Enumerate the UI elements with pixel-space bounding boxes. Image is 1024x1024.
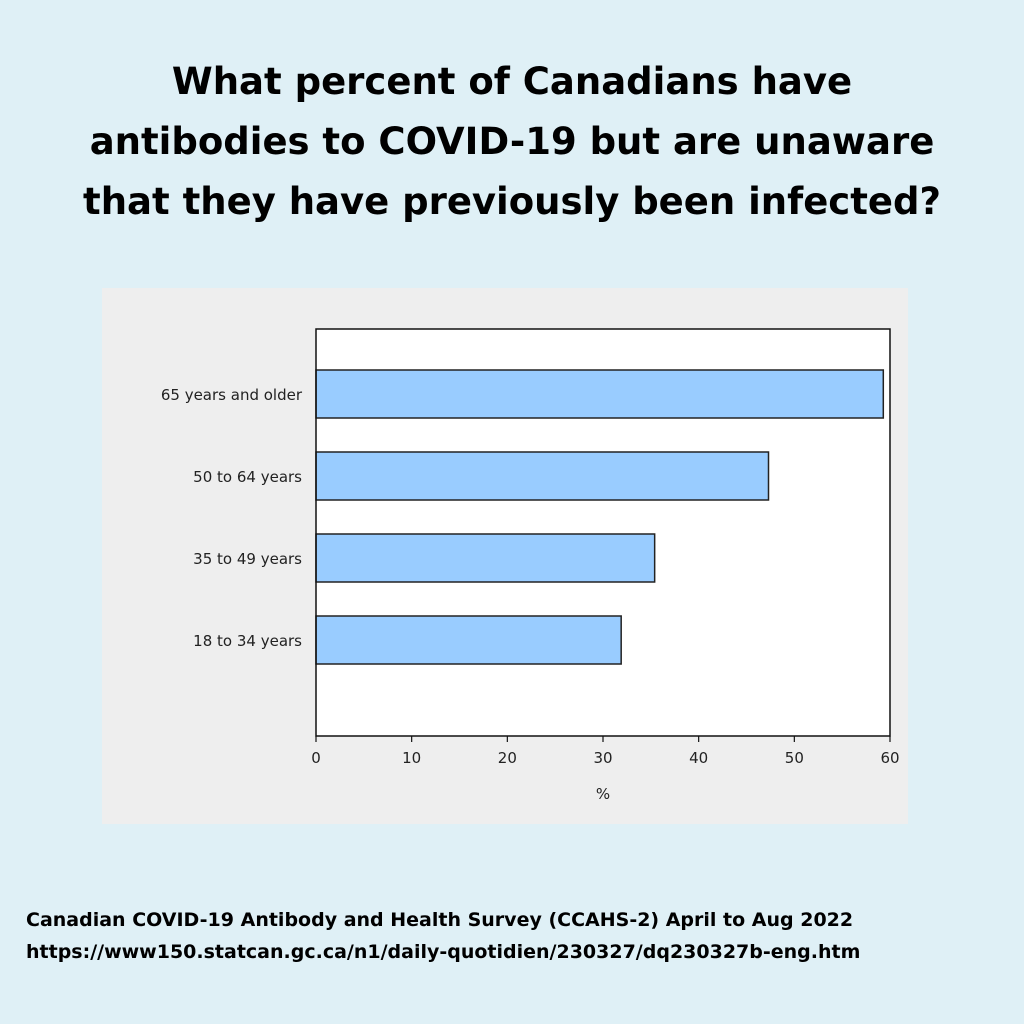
x-tick-label: 0 bbox=[311, 749, 321, 767]
title-line-2: antibodies to COVID-19 but are unaware bbox=[89, 120, 935, 163]
x-tick-label: 10 bbox=[402, 749, 421, 767]
category-label: 35 to 49 years bbox=[193, 550, 302, 568]
x-tick-label: 20 bbox=[498, 749, 517, 767]
x-axis-label: % bbox=[596, 785, 610, 803]
title-line-1: What percent of Canadians have bbox=[171, 60, 853, 103]
x-tick-label: 50 bbox=[785, 749, 804, 767]
bar bbox=[315, 451, 770, 501]
source-line-url[interactable]: https://www150.statcan.gc.ca/n1/daily-qu… bbox=[26, 941, 861, 963]
source-citation: Canadian COVID-19 Antibody and Health Su… bbox=[26, 904, 1016, 968]
bar bbox=[315, 369, 885, 419]
title-line-3: that they have previously been infected? bbox=[83, 180, 941, 223]
category-label: 65 years and older bbox=[161, 386, 303, 404]
source-line-survey: Canadian COVID-19 Antibody and Health Su… bbox=[26, 909, 854, 931]
bar bbox=[315, 615, 622, 665]
bar bbox=[315, 533, 656, 583]
x-tick-label: 60 bbox=[880, 749, 899, 767]
category-label: 18 to 34 years bbox=[193, 632, 302, 650]
bar-chart: 65 years and older 50 to 64 years 35 to 49… bbox=[161, 328, 900, 803]
x-tick-label: 30 bbox=[593, 749, 612, 767]
category-label: 50 to 64 years bbox=[193, 468, 302, 486]
chart-title: What percent of Canadians have antibodie… bbox=[0, 52, 1024, 232]
x-tick-label: 40 bbox=[689, 749, 708, 767]
chart-panel: 65 years and older 50 to 64 years 35 to 49… bbox=[102, 288, 908, 824]
